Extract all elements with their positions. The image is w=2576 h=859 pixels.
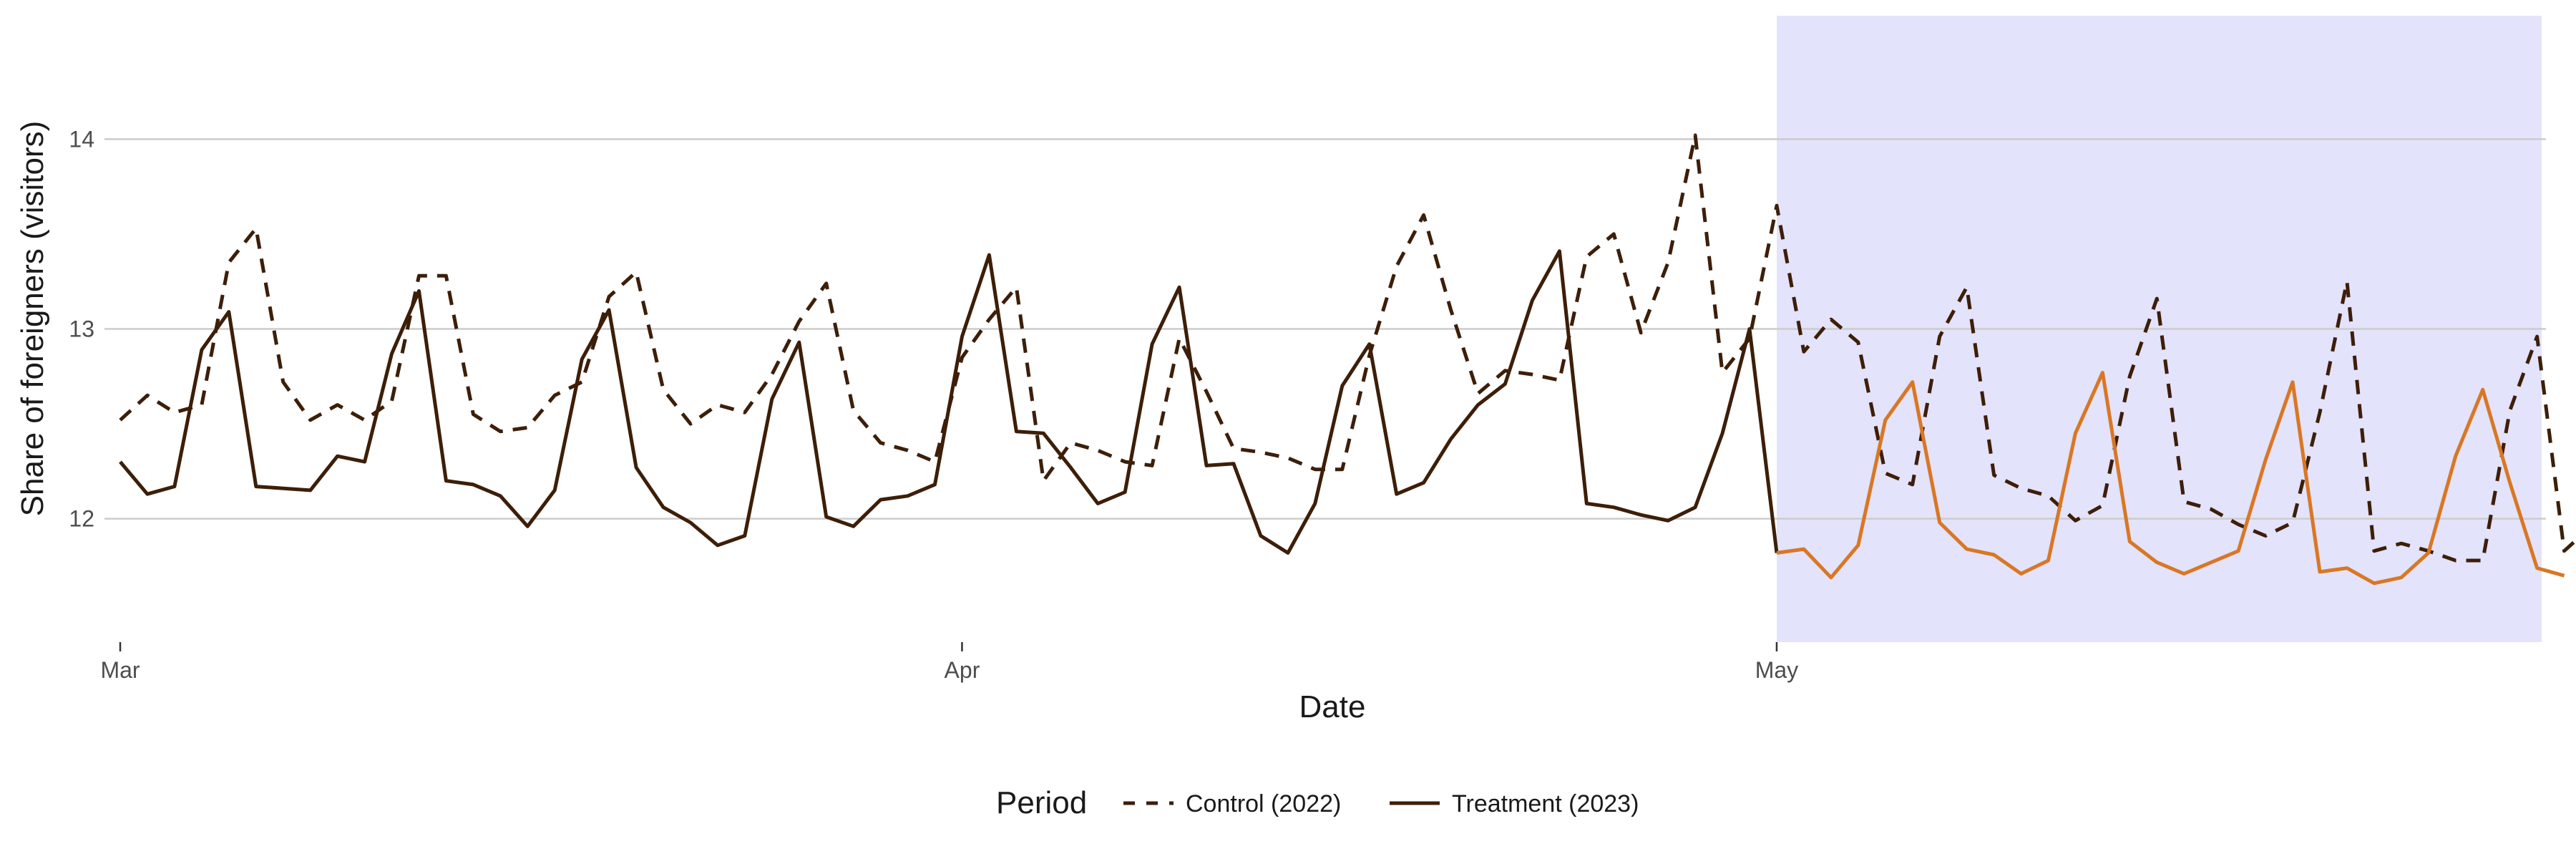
legend-title: Period <box>996 785 1087 820</box>
y-tick-label: 14 <box>69 126 94 152</box>
x-axis-ticks: Mar Apr May <box>100 642 1798 683</box>
series-line-control-2022 <box>119 133 2576 563</box>
x-axis-title: Date <box>1299 689 1366 724</box>
y-tick-label: 13 <box>69 316 94 342</box>
series-line-treatment-2023-post <box>1776 371 2565 586</box>
y-axis-title: Share of foreigners (visitors) <box>15 121 50 517</box>
y-axis-ticks: 12 13 14 <box>69 126 94 531</box>
series-lines <box>119 133 2576 586</box>
x-tick-label: May <box>1755 657 1798 683</box>
x-tick-label: Apr <box>945 657 980 683</box>
legend-label-treatment: Treatment (2023) <box>1452 790 1639 817</box>
series-line-treatment-2023-pre <box>119 249 1779 555</box>
y-tick-label: 12 <box>69 506 94 532</box>
legend-label-control: Control (2022) <box>1186 790 1341 817</box>
legend: Period Control (2022) Treatment (2023) <box>996 785 1639 820</box>
gridlines <box>104 138 2546 520</box>
x-tick-label: Mar <box>100 657 140 683</box>
